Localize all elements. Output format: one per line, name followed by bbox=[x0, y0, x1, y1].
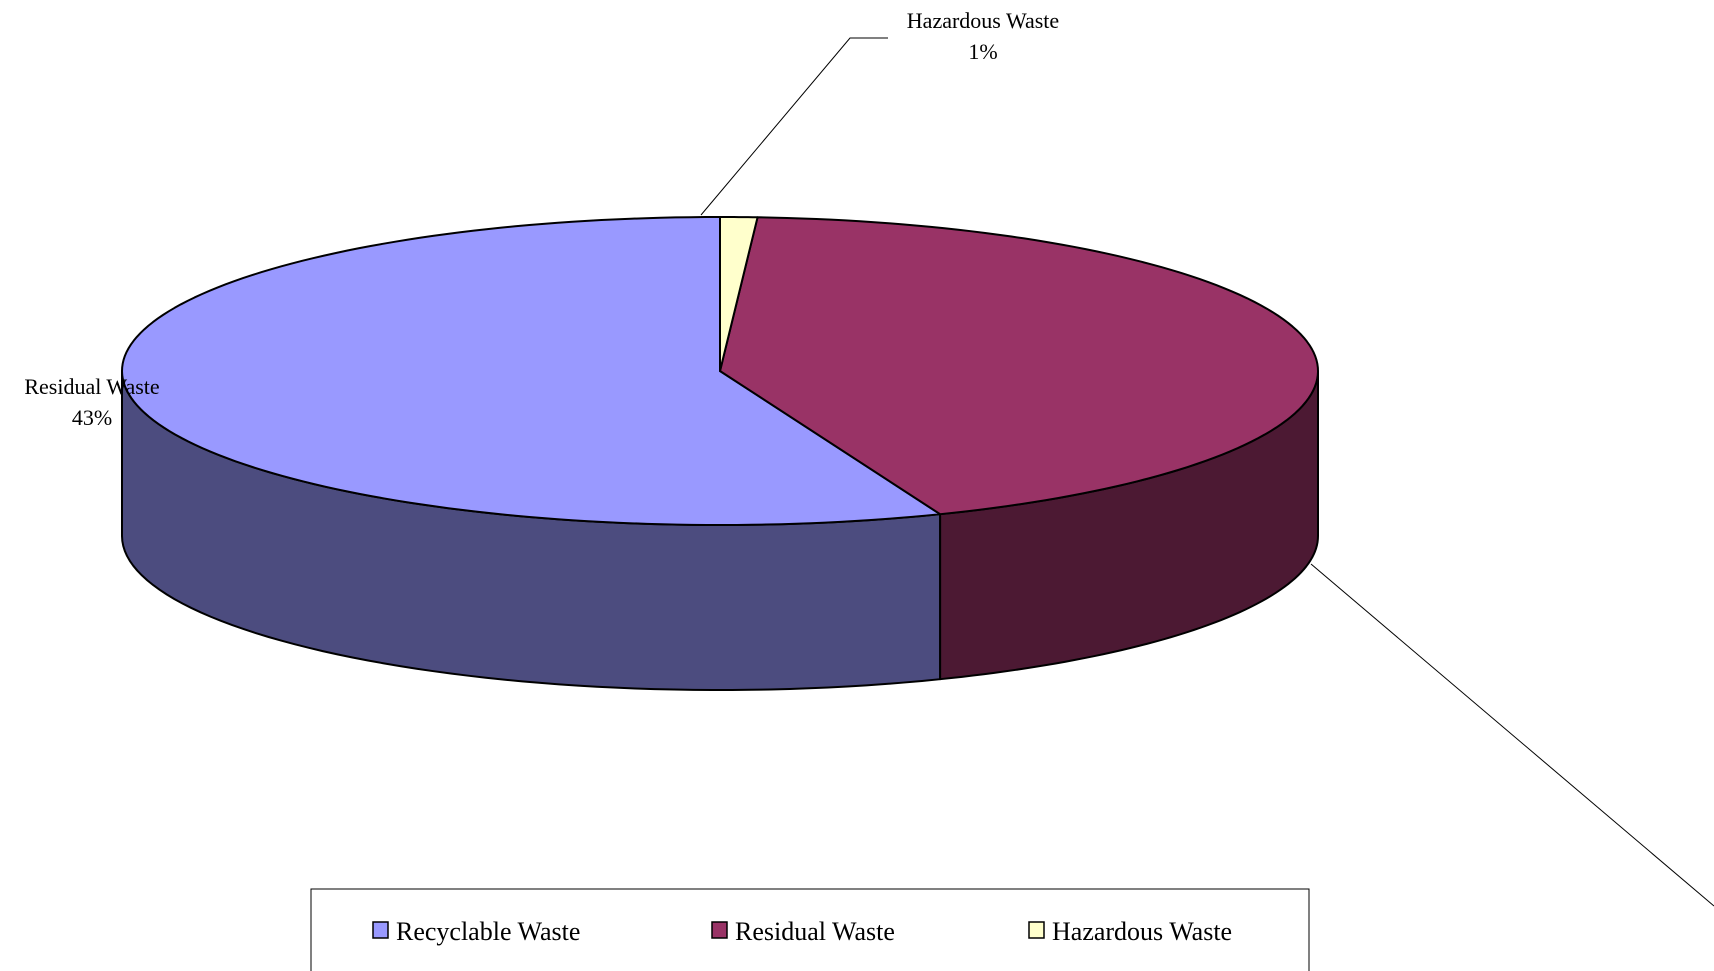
legend-label-hazardous-waste: Hazardous Waste bbox=[1052, 917, 1232, 946]
data-label-category-hazardous-waste: Hazardous Waste bbox=[907, 8, 1059, 33]
legend-swatch-residual-waste bbox=[711, 921, 728, 939]
legend: Recyclable Waste Residual Waste Hazardou… bbox=[310, 888, 1310, 971]
legend-label-recyclable-waste: Recyclable Waste bbox=[396, 917, 580, 946]
data-label-value-residual-waste: 43% bbox=[72, 405, 112, 430]
leader-lines bbox=[700, 37, 1714, 907]
data-label-category-residual-waste: Residual Waste bbox=[24, 374, 159, 399]
legend-swatch-hazardous-waste bbox=[1028, 921, 1045, 939]
leader-line-hazardous-waste bbox=[700, 37, 888, 216]
pie-slice-hazardous-waste bbox=[719, 216, 759, 372]
pie-slice-residual-waste bbox=[719, 216, 1319, 516]
data-labels: Residual Waste 43% Hazardous Waste 1% bbox=[24, 8, 1059, 430]
legend-label-residual-waste: Residual Waste bbox=[735, 917, 895, 946]
leader-line-recyclable-waste bbox=[1310, 563, 1714, 907]
legend-swatch-recyclable-waste bbox=[372, 921, 389, 939]
pie-top bbox=[121, 216, 1319, 526]
pie-slice-recyclable-waste bbox=[121, 216, 942, 526]
data-label-value-hazardous-waste: 1% bbox=[968, 39, 997, 64]
legend-frame bbox=[310, 888, 1310, 971]
